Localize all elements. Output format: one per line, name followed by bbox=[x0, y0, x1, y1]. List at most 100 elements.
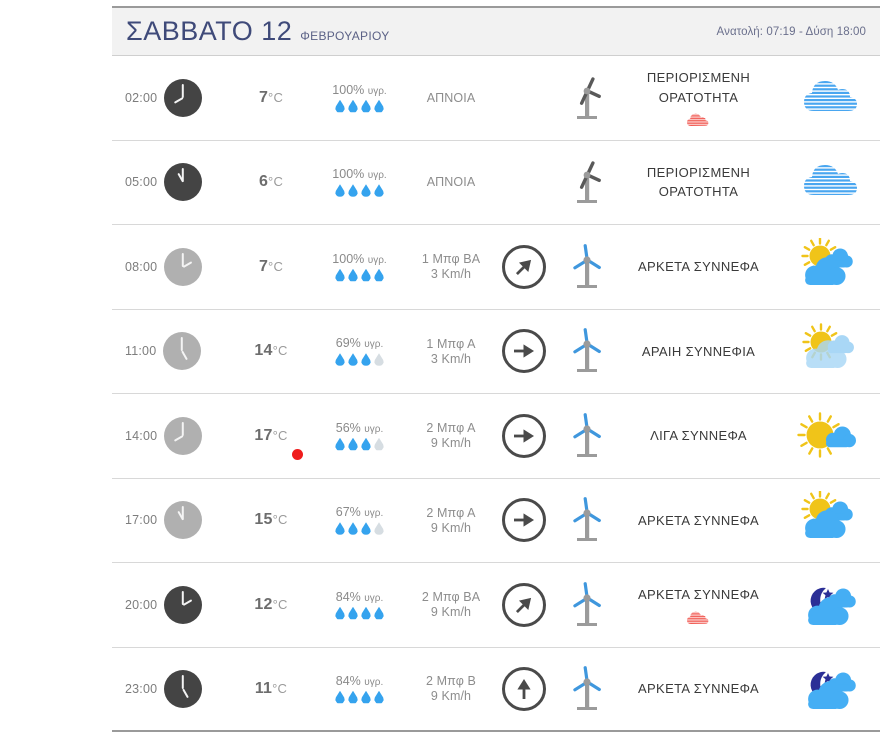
wind-cell: 1 Μπφ ΒΑ 3 Km/h bbox=[407, 252, 495, 281]
time-cell: 11:00 bbox=[112, 332, 230, 371]
condition-label: ΠΕΡΙΟΡΙΣΜΕΝΗ ΟΡΑΤΟΤΗΤΑ bbox=[646, 164, 751, 200]
turbine-cell bbox=[553, 580, 621, 630]
wind-direction-icon bbox=[502, 413, 546, 458]
humidity-drop-icon bbox=[335, 522, 345, 535]
humidity-cell: 100% υγρ. bbox=[312, 83, 407, 113]
forecast-row[interactable]: 20:00 12°C 84% υγρ. 2 Μπφ ΒΑ 9 Km/h ΑΡΚΕΤΑ ΣΥ… bbox=[112, 563, 880, 648]
weather-icon-cell bbox=[776, 153, 880, 211]
wind-cell: ΑΠΝΟΙΑ bbox=[407, 175, 495, 189]
humidity-label: 100% υγρ. bbox=[332, 82, 387, 97]
wind-direction-cell bbox=[495, 413, 553, 458]
humidity-drop-icon bbox=[374, 100, 384, 113]
temperature-value: 7°C bbox=[258, 88, 284, 106]
turbine-cell bbox=[553, 157, 621, 207]
wind-direction-icon bbox=[502, 666, 546, 711]
time-cell: 02:00 bbox=[112, 78, 230, 117]
humidity-drop-icon bbox=[374, 522, 384, 535]
humidity-drop-icon bbox=[335, 184, 345, 197]
time-label: 23:00 bbox=[125, 681, 158, 696]
humidity-label: 67% υγρ. bbox=[335, 505, 384, 520]
wind-beaufort-label: 2 Μπφ ΒΑ bbox=[421, 590, 481, 605]
humidity-label: 100% υγρ. bbox=[332, 167, 387, 182]
humidity-cell: 100% υγρ. bbox=[312, 252, 407, 282]
humidity-drops bbox=[335, 100, 384, 113]
humidity-drops bbox=[335, 184, 384, 197]
humidity-cell: 84% υγρ. bbox=[312, 590, 407, 620]
temperature-cell: 14°C bbox=[230, 342, 312, 360]
humidity-drop-icon bbox=[374, 184, 384, 197]
wind-turbine-icon bbox=[564, 157, 610, 207]
humidity-drop-icon bbox=[348, 522, 358, 535]
time-cell: 08:00 bbox=[112, 247, 230, 286]
humidity-drop-icon bbox=[361, 438, 371, 451]
temperature-cell: 7°C bbox=[230, 89, 312, 107]
time-cell: 05:00 bbox=[112, 163, 230, 202]
temperature-value: 6°C bbox=[258, 173, 284, 191]
humidity-drop-icon bbox=[361, 522, 371, 535]
humidity-drop-icon bbox=[361, 607, 371, 620]
humidity-label: 84% υγρ. bbox=[335, 673, 384, 688]
wind-direction-icon bbox=[502, 498, 546, 543]
weather-icon-cell bbox=[776, 237, 880, 296]
time-label: 14:00 bbox=[125, 428, 158, 443]
weather-icon-mostly-cloudy-day bbox=[796, 237, 860, 296]
weather-icon-cell bbox=[776, 69, 880, 127]
weather-icon-few-clouds-day bbox=[796, 407, 860, 465]
condition-label: ΠΕΡΙΟΡΙΣΜΕΝΗ ΟΡΑΤΟΤΗΤΑ bbox=[646, 70, 751, 105]
wind-direction-icon bbox=[502, 329, 546, 374]
turbine-cell bbox=[553, 411, 621, 461]
wind-direction-cell bbox=[495, 244, 553, 289]
weather-icon-mostly-cloudy-night bbox=[796, 576, 860, 634]
time-label: 08:00 bbox=[125, 259, 158, 274]
clock-icon bbox=[164, 669, 203, 708]
humidity-drop-icon bbox=[335, 353, 345, 366]
humidity-drop-icon bbox=[335, 607, 345, 620]
condition-cell: ΠΕΡΙΟΡΙΣΜΕΝΗ ΟΡΑΤΟΤΗΤΑ bbox=[621, 68, 776, 127]
wind-direction-icon bbox=[502, 582, 546, 627]
humidity-cell: 67% υγρ. bbox=[312, 505, 407, 535]
weather-icon-light-clouds-day bbox=[796, 322, 860, 380]
humidity-drop-icon bbox=[348, 691, 358, 704]
condition-label: ΑΡΚΕΤΑ ΣΥΝΝΕΦΑ bbox=[638, 259, 759, 274]
humidity-drop-icon bbox=[374, 353, 384, 366]
humidity-label: 84% υγρ. bbox=[335, 589, 384, 604]
humidity-drop-icon bbox=[361, 269, 371, 282]
humidity-drop-icon bbox=[335, 438, 345, 451]
wind-calm-label: ΑΠΝΟΙΑ bbox=[426, 175, 476, 190]
time-cell: 17:00 bbox=[112, 501, 230, 540]
forecast-row[interactable]: 02:00 7°C 100% υγρ. ΑΠΝΟΙΑ ΠΕΡΙΟΡΙΣΜΕΝΗ ΟΡΑΤ… bbox=[112, 56, 880, 141]
day-title: ΣΑΒΒΑΤΟ 12 ΦΕΒΡΟΥΑΡΙΟΥ bbox=[126, 16, 390, 47]
humidity-drop-icon bbox=[335, 269, 345, 282]
temperature-value: 17°C bbox=[254, 426, 288, 444]
humidity-drop-icon bbox=[361, 691, 371, 704]
humidity-cell: 84% υγρ. bbox=[312, 674, 407, 704]
wind-turbine-icon bbox=[564, 242, 610, 292]
wind-direction-cell bbox=[495, 582, 553, 627]
humidity-label: 56% υγρ. bbox=[335, 420, 384, 435]
wind-beaufort-label: 2 Μπφ Β bbox=[426, 674, 476, 689]
humidity-drop-icon bbox=[348, 438, 358, 451]
clock-icon bbox=[163, 332, 202, 371]
humidity-drop-icon bbox=[374, 269, 384, 282]
humidity-drop-icon bbox=[361, 353, 371, 366]
humidity-drop-icon bbox=[348, 353, 358, 366]
temperature-cell: 15°C bbox=[230, 511, 312, 529]
condition-cell: ΑΡΚΕΤΑ ΣΥΝΝΕΦΑ bbox=[621, 679, 776, 699]
forecast-row[interactable]: 05:00 6°C 100% υγρ. ΑΠΝΟΙΑ ΠΕΡΙΟΡΙΣΜΕΝΗ ΟΡΑΤ… bbox=[112, 141, 880, 225]
time-cell: 14:00 bbox=[112, 416, 230, 455]
humidity-drop-icon bbox=[348, 100, 358, 113]
humidity-drops bbox=[335, 438, 384, 451]
humidity-cell: 69% υγρ. bbox=[312, 336, 407, 366]
wind-beaufort-label: 2 Μπφ Α bbox=[426, 421, 476, 436]
forecast-row[interactable]: 08:00 7°C 100% υγρ. 1 Μπφ ΒΑ 3 Km/h ΑΡΚΕΤΑ ΣΥ… bbox=[112, 225, 880, 310]
wind-turbine-icon bbox=[564, 326, 610, 376]
clock-icon bbox=[164, 416, 203, 455]
weather-icon-cell bbox=[776, 660, 880, 718]
